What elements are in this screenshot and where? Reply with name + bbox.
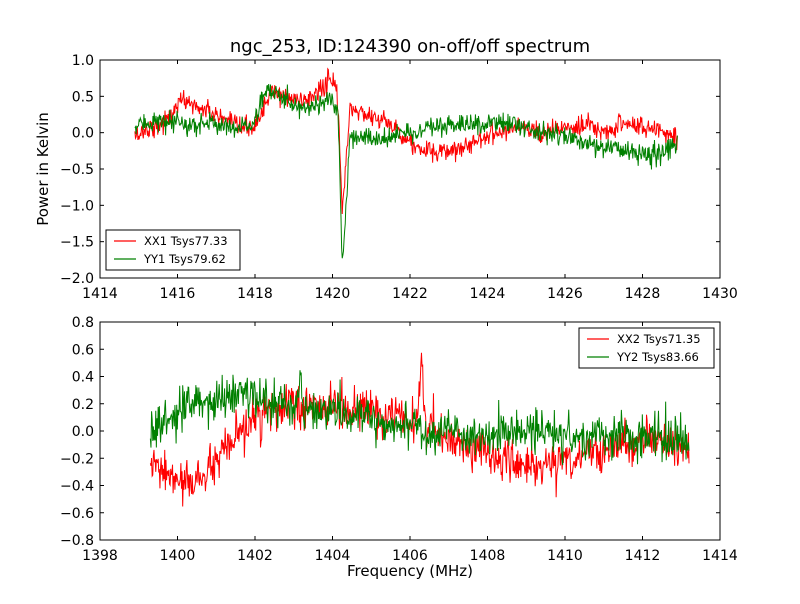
legend-entry: YY1 Tsys79.62 bbox=[143, 252, 226, 266]
y-tick-label: −0.6 bbox=[60, 506, 94, 522]
x-tick-label: 1414 bbox=[702, 548, 738, 564]
legend-entry: YY2 Tsys83.66 bbox=[616, 350, 699, 364]
x-axis-label: Frequency (MHz) bbox=[347, 562, 473, 580]
y-tick-label: 0.0 bbox=[72, 126, 94, 142]
y-tick-label: −0.2 bbox=[60, 451, 94, 467]
y-tick-label: 0.0 bbox=[72, 424, 94, 440]
x-tick-label: 1426 bbox=[547, 286, 583, 302]
series-group bbox=[134, 67, 678, 259]
x-tick-label: 1412 bbox=[625, 548, 661, 564]
series-group bbox=[149, 352, 690, 507]
y-tick-label: −0.4 bbox=[60, 479, 94, 495]
x-tick-label: 1428 bbox=[625, 286, 661, 302]
x-tick-label: 1416 bbox=[160, 286, 196, 302]
x-tick-label: 1410 bbox=[547, 548, 583, 564]
x-tick-label: 1420 bbox=[315, 286, 351, 302]
bottom-plot-area: 1398 1400 1402 1404 1406 1408 1410 1412 1414 −0.8… bbox=[60, 315, 738, 564]
top-plot-area: 1414 1416 1418 1420 1422 1424 1426 1428 1430 −2.0… bbox=[60, 53, 738, 302]
x-tick-label: 1408 bbox=[470, 548, 506, 564]
y-tick-label: 0.8 bbox=[72, 315, 94, 331]
y-tick-label: −0.5 bbox=[60, 162, 94, 178]
legend-entry: XX2 Tsys71.35 bbox=[617, 332, 701, 346]
legend: XX1 Tsys77.33 YY1 Tsys79.62 bbox=[105, 229, 241, 271]
x-tick-label: 1424 bbox=[470, 286, 506, 302]
y-tick-label: 1.0 bbox=[72, 53, 94, 69]
x-tick-label: 1430 bbox=[702, 286, 738, 302]
x-tick-label: 1422 bbox=[392, 286, 428, 302]
series-line-xx bbox=[149, 352, 690, 507]
y-tick-label: 0.4 bbox=[72, 370, 94, 386]
y-tick-label: −2.0 bbox=[60, 271, 94, 287]
legend-entry: XX1 Tsys77.33 bbox=[144, 234, 228, 248]
y-tick-label: −1.5 bbox=[60, 235, 94, 251]
bottom-spectrum-panel: Frequency (MHz) 1398 1400 1402 1404 1406 1408… bbox=[60, 315, 738, 580]
chart-title: ngc_253, ID:124390 on-off/off spectrum bbox=[230, 36, 590, 57]
x-tick-label: 1402 bbox=[237, 548, 273, 564]
x-tick-label: 1400 bbox=[160, 548, 196, 564]
x-tick-label: 1406 bbox=[392, 548, 428, 564]
legend-box bbox=[578, 327, 715, 369]
y-tick-label: 0.5 bbox=[72, 89, 94, 105]
y-tick-label: 0.2 bbox=[72, 397, 94, 413]
y-tick-label: −1.0 bbox=[60, 198, 94, 214]
x-tick-label: 1404 bbox=[315, 548, 351, 564]
y-axis-label: Power in Kelvin bbox=[34, 112, 52, 226]
x-tick-label: 1398 bbox=[82, 548, 118, 564]
y-tick-label: −0.8 bbox=[60, 533, 94, 549]
series-line-yy bbox=[134, 84, 678, 259]
x-tick-label: 1418 bbox=[237, 286, 273, 302]
series-line-yy bbox=[149, 370, 690, 466]
y-tick-label: 0.6 bbox=[72, 342, 94, 358]
legend-box bbox=[105, 229, 241, 271]
x-tick-label: 1414 bbox=[82, 286, 118, 302]
top-spectrum-panel: ngc_253, ID:124390 on-off/off spectrum P… bbox=[34, 36, 738, 302]
legend: XX2 Tsys71.35 YY2 Tsys83.66 bbox=[578, 327, 715, 369]
